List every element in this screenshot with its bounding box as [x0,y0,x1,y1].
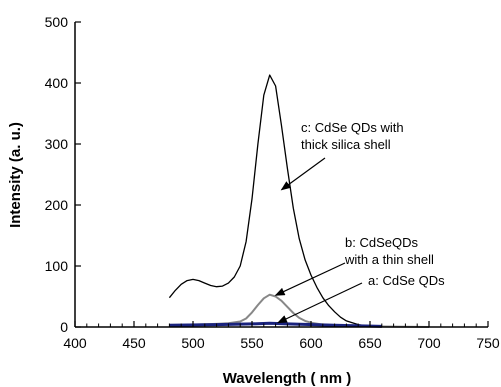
annotation-b-line: b: CdSeQDs [345,235,418,250]
x-tick-label: 700 [417,335,441,351]
ticks-layer: 400 450 500 550 600 650 700 750 0 100 200 300 400 500 [45,14,500,351]
series-c-line [168,74,382,328]
annotation-c-line: c: CdSe QDs with [301,120,404,135]
annotation-c-line: thick silica shell [301,137,391,152]
series-b-line [169,293,430,328]
annotation-b-arrow [274,262,346,296]
series-layer [168,74,430,328]
x-axis-title: Wavelength ( nm ) [223,370,352,387]
y-axis-title: Intensity (a. u.) [7,122,24,228]
x-tick-label: 650 [358,335,382,351]
x-tick-label: 600 [299,335,323,351]
annotations: c: CdSe QDs with thick silica shell b: CdS… [274,120,445,324]
x-tick-label: 450 [122,335,146,351]
annotation-a-line: a: CdSe QDs [368,273,445,288]
x-tick-label: 750 [476,335,500,351]
annotation-b-line: with a thin shell [344,252,434,267]
y-tick-label: 0 [60,319,68,335]
y-tick-label: 200 [45,197,69,213]
x-tick-label: 400 [63,335,87,351]
y-tick-label: 400 [45,75,69,91]
annotation-c-arrow [280,157,326,191]
x-tick-label: 550 [240,335,264,351]
y-tick-label: 100 [45,258,69,274]
y-tick-label: 300 [45,136,69,152]
y-tick-label: 500 [45,14,69,30]
x-tick-label: 500 [181,335,205,351]
annotation-a-arrow [277,282,363,324]
